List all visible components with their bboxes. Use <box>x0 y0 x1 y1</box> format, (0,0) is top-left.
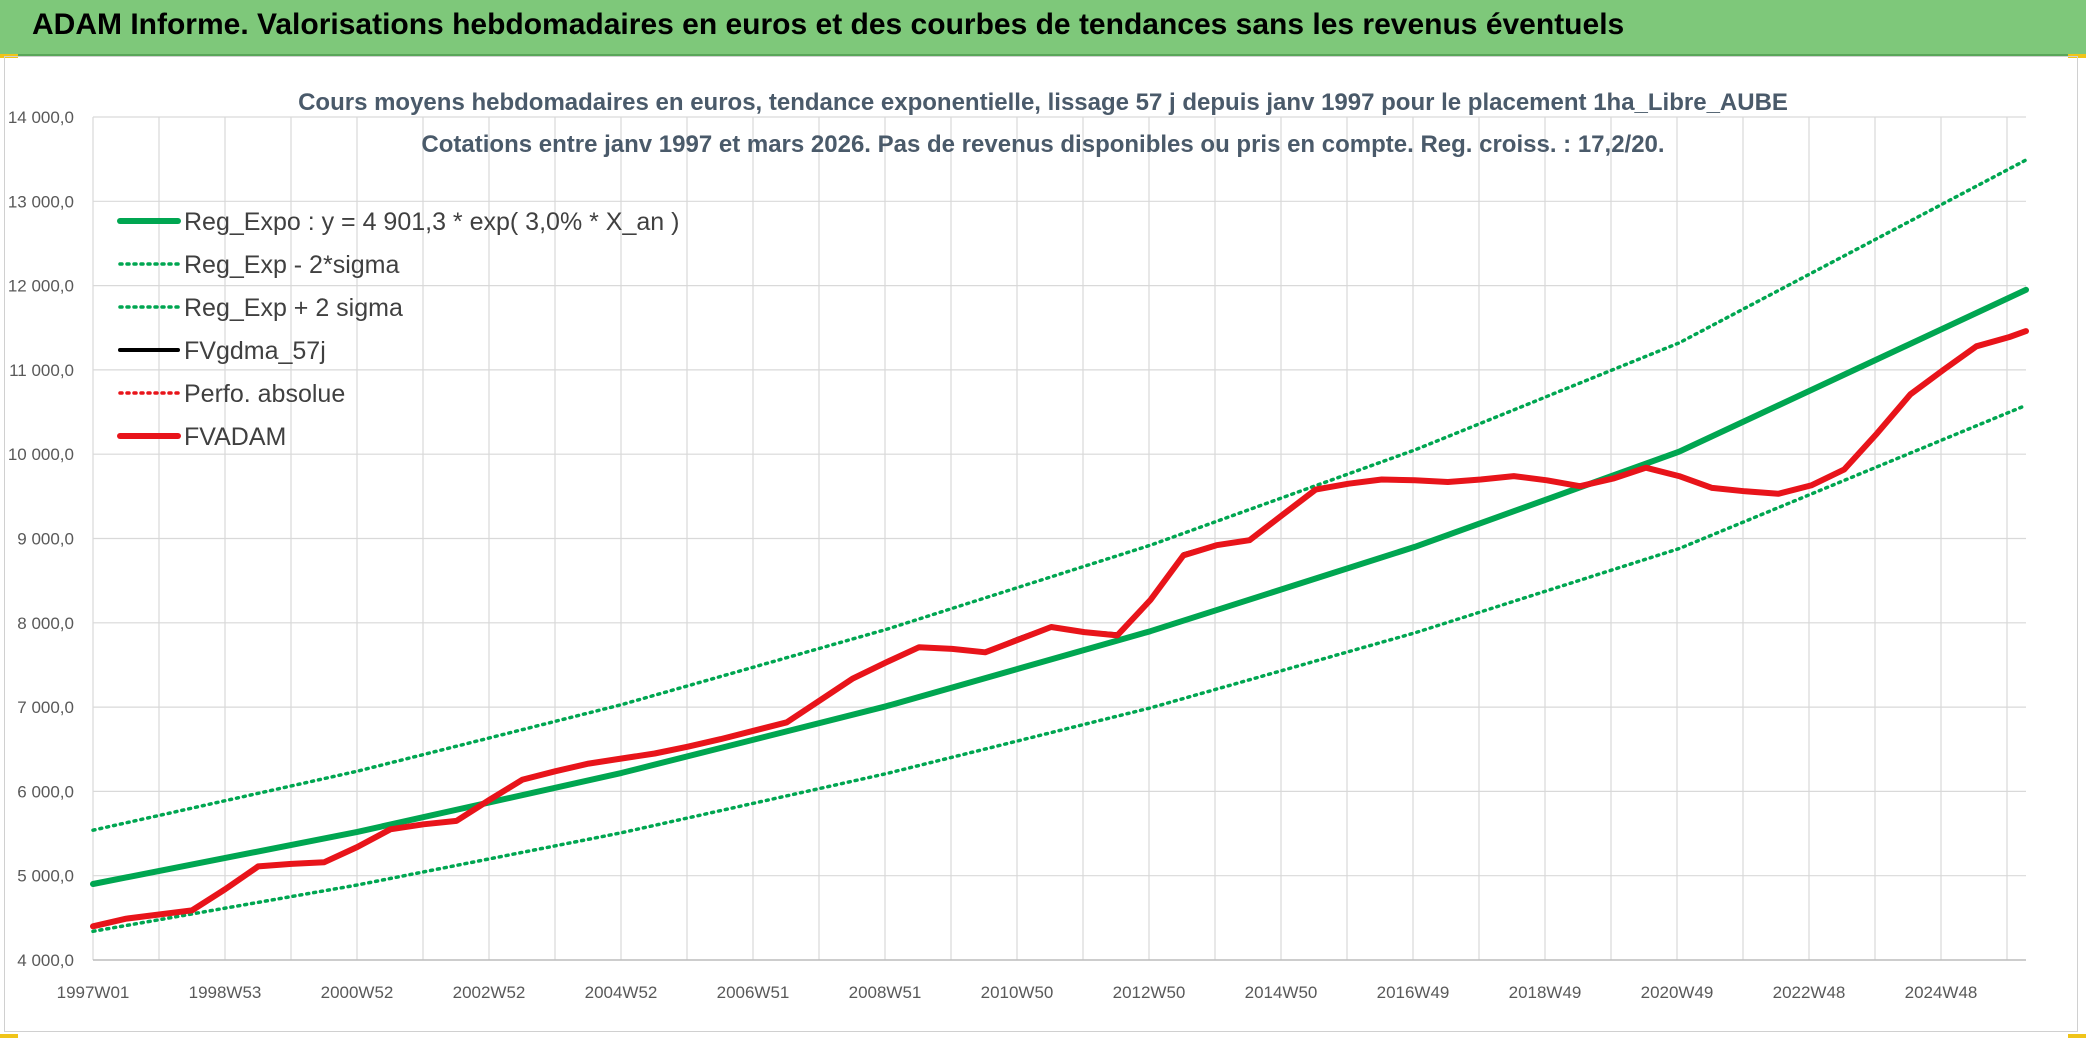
x-tick-label: 2014W50 <box>1245 983 1318 1002</box>
x-tick-label: 2020W49 <box>1641 983 1714 1002</box>
x-tick-label: 2022W48 <box>1773 983 1846 1002</box>
report-title: ADAM Informe. Valorisations hebdomadaire… <box>32 8 1625 41</box>
legend-label: Reg_Exp - 2*sigma <box>184 251 399 279</box>
chart-frame <box>4 56 2078 1032</box>
y-tick-label: 11 000,0 <box>9 361 74 380</box>
x-tick-label: 1998W53 <box>189 983 262 1002</box>
legend: Reg_Expo : y = 4 901,3 * exp( 3,0% * X_a… <box>117 208 679 451</box>
x-tick-label: 2012W50 <box>1113 983 1186 1002</box>
y-tick-label: 12 000,0 <box>8 277 74 296</box>
series-line-2 <box>91 158 2028 832</box>
x-tick-label: 2000W52 <box>321 983 394 1002</box>
x-tick-label: 2002W52 <box>453 983 526 1002</box>
x-tick-label: 2006W51 <box>717 983 790 1002</box>
title-banner: ADAM Informe. Valorisations hebdomadaire… <box>0 0 2086 56</box>
legend-label: Reg_Exp + 2 sigma <box>184 294 403 322</box>
legend-label: FVADAM <box>184 423 286 451</box>
y-tick-label: 4 000,0 <box>17 951 74 970</box>
y-tick-label: 10 000,0 <box>8 445 74 464</box>
y-tick-label: 7 000,0 <box>17 698 74 717</box>
y-axis-labels: 4 000,0 5 000,0 6 000,0 7 000,0 8 000,0 9 000… <box>8 108 74 970</box>
x-tick-label: 2004W52 <box>585 983 658 1002</box>
y-tick-label: 9 000,0 <box>17 530 74 549</box>
series-line-0 <box>90 286 2029 887</box>
x-tick-label: 2024W48 <box>1905 983 1978 1002</box>
y-tick-label: 8 000,0 <box>17 614 74 633</box>
grid-lines <box>92 116 2026 961</box>
y-tick-label: 14 000,0 <box>8 108 74 127</box>
legend-label: Perfo. absolue <box>184 380 345 408</box>
x-tick-label: 2008W51 <box>849 983 922 1002</box>
x-tick-label: 2010W50 <box>981 983 1054 1002</box>
legend-label: FVgdma_57j <box>184 337 326 365</box>
series-lines <box>90 158 2029 934</box>
x-tick-label: 1997W01 <box>57 983 130 1002</box>
x-axis-labels: 1997W01 1998W53 2000W52 2002W52 2004W52 2006W… <box>57 983 1978 1002</box>
chart-title-line2: Cotations entre janv 1997 et mars 2026. … <box>421 131 1664 158</box>
corner-accent-bottom-left <box>0 1034 18 1038</box>
y-tick-label: 5 000,0 <box>17 867 74 886</box>
chart-title-line1: Cours moyens hebdomadaires en euros, ten… <box>298 89 1788 116</box>
x-tick-label: 2018W49 <box>1509 983 1582 1002</box>
x-tick-label: 2016W49 <box>1377 983 1450 1002</box>
series-line-1 <box>91 403 2028 934</box>
y-tick-label: 13 000,0 <box>8 192 74 211</box>
series-line-5 <box>90 328 2029 930</box>
y-tick-label: 6 000,0 <box>17 782 74 801</box>
legend-label: Reg_Expo : y = 4 901,3 * exp( 3,0% * X_a… <box>184 208 679 236</box>
corner-accent-bottom-right <box>2068 1034 2086 1038</box>
